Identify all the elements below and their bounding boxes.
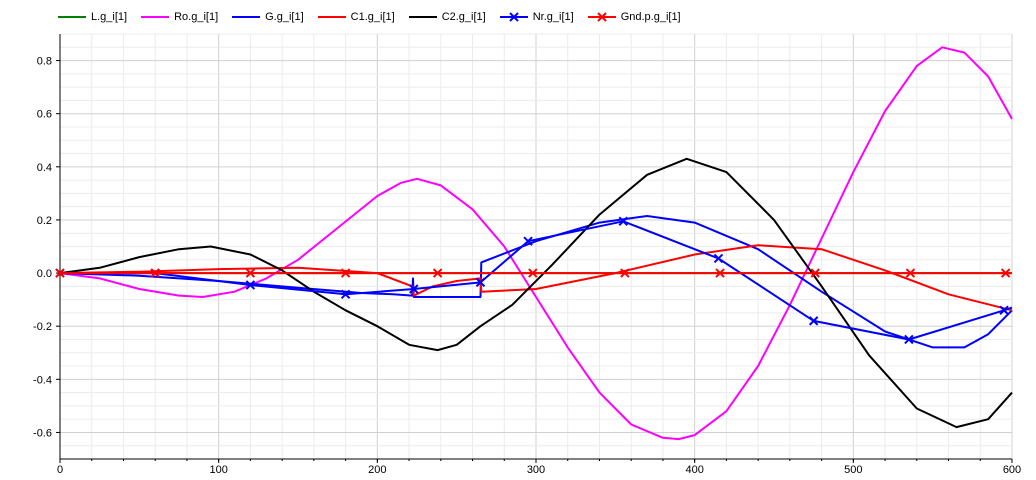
legend-label: Gnd.p.g_i[1]: [620, 11, 681, 23]
legend-item: L.g_i[1]: [58, 10, 127, 24]
series-marker: [409, 284, 419, 294]
legend: L.g_i[1] Ro.g_i[1] G.g_i[1] C1.g_i[1] C2.g_i…: [58, 6, 695, 28]
legend-label: L.g_i[1]: [91, 11, 128, 23]
y-tick-label: 0.2: [37, 215, 52, 227]
series-marker: [55, 268, 65, 278]
legend-label: Nr.g_i[1]: [532, 11, 574, 23]
series-marker: [620, 268, 630, 278]
series-marker: [340, 268, 351, 278]
legend-label: C2.g_i[1]: [441, 11, 486, 23]
series-marker: [245, 268, 256, 278]
series-line-4: [59, 157, 1013, 429]
legend-swatch: [141, 16, 170, 18]
y-tick-label: 0.4: [37, 162, 52, 174]
series-marker: [340, 289, 351, 300]
series-marker: [475, 277, 486, 288]
series-marker: [245, 280, 256, 290]
x-tick-label: 100: [209, 464, 227, 476]
legend-item: C1.g_i[1]: [317, 10, 395, 24]
legend-item: G.g_i[1]: [232, 10, 304, 24]
series-marker: [528, 268, 538, 278]
y-tick-label: 0.0: [37, 268, 52, 280]
legend-swatch: [499, 12, 528, 22]
legend-swatch: [232, 16, 261, 18]
series-line-3: [59, 244, 1013, 312]
legend-label: Ro.g_i[1]: [174, 11, 219, 23]
series-marker: [1000, 268, 1011, 278]
series-line-2: [59, 215, 1013, 349]
x-tick-label: 0: [57, 464, 63, 476]
series-group: [59, 46, 1013, 441]
series-marker: [618, 216, 628, 226]
y-tick-label: -0.4: [33, 374, 52, 386]
series-line-1: [59, 46, 1013, 441]
y-tick-label: 0.6: [37, 109, 52, 121]
legend-label: C1.g_i[1]: [350, 11, 395, 23]
series-marker: [150, 268, 160, 278]
legend-item: C2.g_i[1]: [408, 10, 486, 24]
series-marker: [715, 268, 725, 278]
axes: 0 100 200 300 400 500 600 -0.6 -0.4 -0.2 0.0 0.2 0.4…: [33, 34, 1021, 476]
legend-swatch: [408, 16, 437, 18]
grid-lines: [59, 33, 1013, 460]
y-tick-label: -0.6: [33, 427, 52, 439]
x-tick-label: 500: [844, 464, 862, 476]
legend-swatch: [58, 16, 86, 18]
series-marker: [999, 305, 1009, 315]
legend-swatch: [587, 12, 616, 22]
series-marker: [904, 334, 914, 345]
x-tick-label: 400: [685, 464, 703, 476]
series-marker: [810, 268, 820, 278]
series-marker: [432, 268, 443, 278]
series-marker: [523, 236, 533, 246]
legend-item: Ro.g_i[1]: [141, 10, 218, 24]
legend-item: Gnd.p.g_i[1]: [587, 10, 681, 24]
series-marker: [713, 253, 724, 264]
series-marker: [808, 316, 819, 326]
x-tick-label: 300: [527, 464, 545, 476]
legend-item: Nr.g_i[1]: [499, 10, 574, 24]
y-tick-label: -0.2: [33, 321, 52, 333]
legend-swatch: [317, 16, 346, 18]
legend-label: G.g_i[1]: [265, 11, 304, 23]
markers-group: [55, 216, 1011, 345]
series-marker: [905, 268, 916, 278]
x-tick-label: 200: [368, 464, 386, 476]
x-tick-label: 600: [1003, 464, 1021, 476]
y-tick-label: 0.8: [37, 56, 52, 68]
